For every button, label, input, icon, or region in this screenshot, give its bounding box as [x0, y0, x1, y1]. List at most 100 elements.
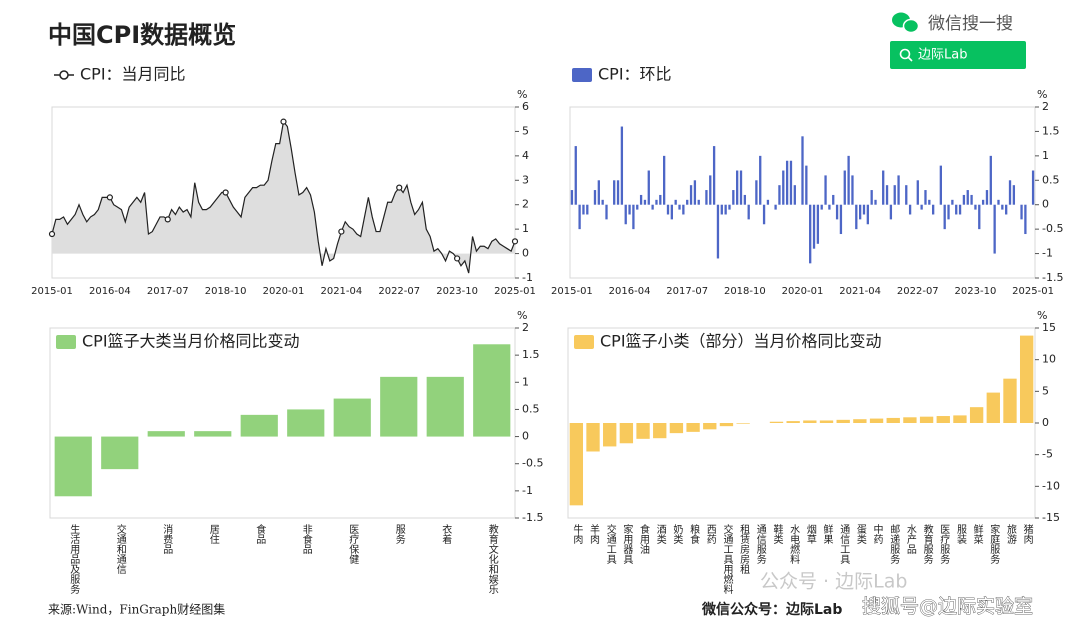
x-tick-label: 邮递服务	[888, 523, 900, 565]
bar	[778, 185, 781, 205]
bar	[847, 155, 850, 205]
bar	[766, 199, 770, 205]
bar	[893, 185, 896, 205]
sohu-mark: 搜狐号@边际实验室	[862, 596, 1033, 618]
bar	[582, 204, 585, 215]
y-tick-label: 3	[522, 173, 529, 186]
x-tick-label: 猪肉	[1021, 524, 1033, 544]
bar	[670, 204, 673, 220]
bar	[969, 407, 984, 423]
bar	[739, 170, 743, 205]
bar	[1012, 185, 1016, 205]
bar	[819, 420, 834, 423]
bar	[1001, 204, 1004, 210]
legend-label: CPI篮子小类（部分）当月价格同比变动	[600, 332, 882, 351]
x-tick-label: 衣着	[440, 523, 452, 545]
bar	[801, 136, 804, 205]
x-tick-label: 鲜菜	[971, 523, 983, 545]
bar	[924, 190, 927, 205]
bar	[862, 204, 866, 215]
y-tick-label: -0.5	[1042, 222, 1063, 235]
bar	[624, 204, 627, 225]
bar	[966, 190, 969, 205]
bar	[916, 180, 919, 205]
bar	[655, 199, 658, 205]
unit-label: %	[517, 309, 527, 322]
x-tick-label: 酒类	[654, 524, 666, 545]
x-tick-label: 奶类	[671, 524, 683, 545]
bar	[194, 431, 232, 437]
y-tick-label: -1.5	[1042, 271, 1063, 284]
y-tick-label: 10	[1042, 353, 1056, 366]
y-tick-label: -0.5	[522, 457, 543, 470]
bar	[947, 204, 950, 220]
bar	[939, 165, 942, 205]
marker	[396, 184, 403, 191]
x-tick-label: 教育服务	[921, 523, 933, 565]
bar	[789, 160, 793, 205]
bar	[897, 175, 900, 205]
bar	[586, 204, 589, 215]
bar	[616, 180, 620, 205]
bar	[943, 204, 946, 230]
x-tick-label: 2016-04	[89, 286, 131, 297]
x-tick-label: 生活用品及服务	[68, 523, 80, 595]
bar	[919, 416, 934, 423]
x-tick-label: 粮食	[688, 523, 700, 545]
marker	[511, 238, 519, 245]
bar	[647, 170, 650, 205]
search-button[interactable]	[890, 41, 1026, 69]
marker	[454, 255, 461, 262]
bar	[601, 199, 604, 205]
y-tick-label: 1	[1042, 149, 1049, 162]
bar	[828, 204, 831, 210]
bar	[724, 204, 727, 215]
marker	[280, 118, 287, 125]
unit-label: %	[1037, 309, 1047, 322]
x-tick-label: 牛肉	[571, 523, 583, 544]
wechat-label: 微信搜一搜	[928, 14, 1013, 34]
bar	[619, 423, 634, 444]
bar	[54, 436, 92, 497]
bar	[333, 398, 371, 437]
bar	[728, 204, 731, 210]
bar	[628, 204, 631, 215]
x-tick-label: 交通工具	[604, 523, 616, 565]
y-tick-label: 0.5	[522, 402, 540, 415]
bar	[1031, 170, 1035, 205]
bar	[1019, 335, 1034, 423]
bar	[855, 204, 858, 230]
bar	[147, 431, 185, 437]
y-tick-label: 0	[1042, 416, 1049, 429]
legend-label: CPI：当月同比	[80, 65, 186, 84]
bar	[974, 204, 977, 210]
y-tick-label: -1	[522, 271, 533, 284]
bar	[836, 419, 850, 423]
x-tick-label: 2015-01	[551, 286, 593, 297]
x-tick-label: 蛋类	[854, 524, 866, 545]
bar	[669, 423, 684, 434]
unit-label: %	[517, 88, 527, 101]
bar	[693, 180, 697, 205]
y-tick-label: 2	[522, 321, 529, 334]
y-tick-label: -10	[1042, 479, 1060, 492]
bar	[569, 423, 584, 506]
bar	[663, 155, 666, 205]
y-tick-label: 0	[1042, 198, 1049, 211]
bar	[743, 194, 747, 205]
bar	[920, 204, 923, 210]
bar	[578, 204, 581, 230]
search-icon	[899, 48, 913, 62]
bar	[720, 204, 723, 215]
bar	[870, 190, 873, 205]
x-tick-label: 服装	[954, 524, 966, 545]
bar	[843, 170, 846, 205]
y-tick-label: -5	[1042, 448, 1053, 461]
x-tick-label: 西药	[704, 524, 716, 545]
bar	[712, 146, 716, 205]
x-tick-label: 鲜果	[821, 523, 833, 545]
x-tick-label: 教育文化和娱乐	[486, 523, 498, 594]
x-tick-label: 医疗服务	[938, 524, 950, 565]
bar	[769, 421, 784, 423]
unit-label: %	[1037, 88, 1047, 101]
